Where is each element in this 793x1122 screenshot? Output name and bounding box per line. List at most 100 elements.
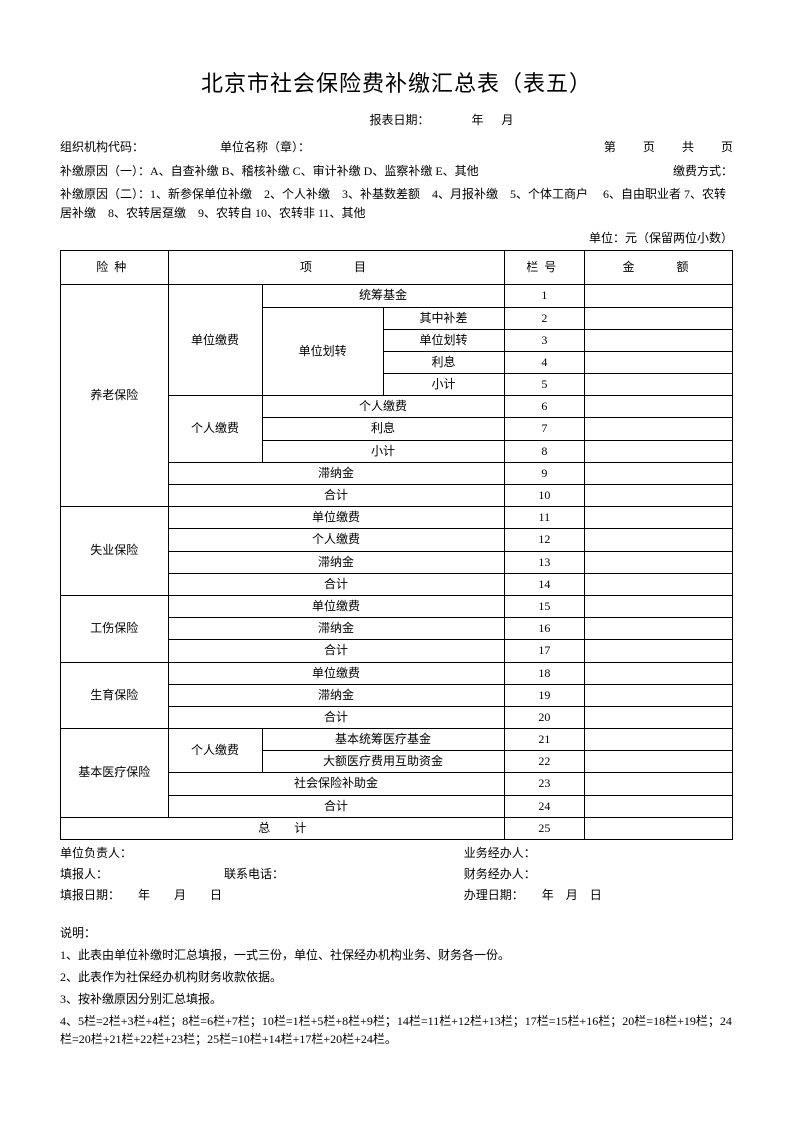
group-pension: 养老保险: [61, 285, 169, 507]
label-person-pay-item: 个人缴费: [262, 396, 504, 418]
table-row-grand-total: 总 计 25: [61, 817, 733, 839]
amount-cell[interactable]: [585, 595, 733, 617]
colno-cell: 25: [504, 817, 585, 839]
colno-cell: 4: [504, 351, 585, 373]
colno-cell: 13: [504, 551, 585, 573]
col-item: 项 目: [168, 251, 504, 285]
label-social-subsidy: 社会保险补助金: [168, 773, 504, 795]
pay-method-label: 缴费方式：: [613, 162, 733, 181]
note-3: 3、按补缴原因分别汇总填报。: [60, 990, 733, 1008]
reason1-text: 补缴原因（一）：A、自查补缴 B、稽核补缴 C、审计补缴 D、监察补缴 E、其他: [60, 162, 613, 181]
amount-cell[interactable]: [585, 507, 733, 529]
page-unit: 页: [643, 140, 655, 154]
label-total: 合计: [168, 485, 504, 507]
amount-cell[interactable]: [585, 285, 733, 307]
amount-cell[interactable]: [585, 529, 733, 551]
amount-cell[interactable]: [585, 573, 733, 595]
amount-cell[interactable]: [585, 374, 733, 396]
label-unit-transfer: 单位划转: [262, 307, 383, 396]
amount-cell[interactable]: [585, 640, 733, 662]
colno-cell: 9: [504, 462, 585, 484]
label-incl-diff: 其中补差: [383, 307, 504, 329]
label-total: 合计: [168, 573, 504, 595]
label-subtotal: 小计: [383, 374, 504, 396]
total-unit: 页: [721, 140, 733, 154]
total-prefix: 共: [682, 140, 694, 154]
page-title: 北京市社会保险费补缴汇总表（表五）: [60, 66, 733, 101]
note-2: 2、此表作为社保经办机构财务收款依据。: [60, 968, 733, 986]
group-unemployment: 失业保险: [61, 507, 169, 596]
colno-cell: 1: [504, 285, 585, 307]
label-late-fee: 滞纳金: [168, 618, 504, 640]
report-date-year: [432, 113, 468, 127]
amount-cell[interactable]: [585, 485, 733, 507]
label-person-pay: 个人缴费: [168, 529, 504, 551]
label-total: 合计: [168, 795, 504, 817]
label-total: 合计: [168, 706, 504, 728]
contact-label: 联系电话：: [224, 867, 284, 881]
amount-cell[interactable]: [585, 684, 733, 706]
label-subtotal: 小计: [262, 440, 504, 462]
amount-cell[interactable]: [585, 462, 733, 484]
amount-cell[interactable]: [585, 618, 733, 640]
group-medical: 基本医疗保险: [61, 729, 169, 818]
colno-cell: 10: [504, 485, 585, 507]
biz-handler-label: 业务经办人：: [464, 844, 733, 863]
amount-cell[interactable]: [585, 817, 733, 839]
colno-cell: 23: [504, 773, 585, 795]
colno-cell: 3: [504, 329, 585, 351]
colno-cell: 6: [504, 396, 585, 418]
label-person-pay: 个人缴费: [168, 729, 262, 773]
label-late-fee: 滞纳金: [168, 462, 504, 484]
amount-cell[interactable]: [585, 418, 733, 440]
group-injury: 工伤保险: [61, 595, 169, 662]
amount-cell[interactable]: [585, 351, 733, 373]
unit-head-label: 单位负责人：: [60, 844, 464, 863]
page-info: 第 页 共 页: [533, 138, 733, 157]
table-header-row: 险种 项 目 栏号 金 额: [61, 251, 733, 285]
report-date-label: 报表日期：: [369, 113, 429, 127]
label-unit-pay: 单位缴费: [168, 595, 504, 617]
colno-cell: 22: [504, 751, 585, 773]
amount-cell[interactable]: [585, 440, 733, 462]
label-total: 合计: [168, 640, 504, 662]
unit-note: 单位：元（保留两位小数）: [60, 229, 733, 248]
colno-cell: 17: [504, 640, 585, 662]
handle-date-label: 办理日期： 年 月 日: [464, 886, 733, 905]
report-date-year-unit: 年: [471, 113, 483, 127]
unit-name-label: 单位名称（章）：: [220, 138, 533, 157]
col-type: 险种: [61, 251, 169, 285]
note-1: 1、此表由单位补缴时汇总填报，一式三份，单位、社保经办机构业务、财务各一份。: [60, 946, 733, 964]
org-code-label: 组织机构代码：: [60, 138, 220, 157]
amount-cell[interactable]: [585, 751, 733, 773]
col-amount: 金 额: [585, 251, 733, 285]
colno-cell: 20: [504, 706, 585, 728]
colno-cell: 18: [504, 662, 585, 684]
amount-cell[interactable]: [585, 795, 733, 817]
reason2-text: 补缴原因（二）：1、新参保单位补缴 2、个人补缴 3、补基数差额 4、月报补缴 …: [60, 185, 733, 223]
amount-cell[interactable]: [585, 706, 733, 728]
amount-cell[interactable]: [585, 729, 733, 751]
amount-cell[interactable]: [585, 329, 733, 351]
label-unit-pay: 单位缴费: [168, 662, 504, 684]
colno-cell: 5: [504, 374, 585, 396]
label-interest: 利息: [383, 351, 504, 373]
colno-cell: 12: [504, 529, 585, 551]
label-late-fee: 滞纳金: [168, 551, 504, 573]
label-unit-pay: 单位缴费: [168, 285, 262, 396]
table-row: 养老保险 单位缴费 统筹基金 1: [61, 285, 733, 307]
fin-handler-label: 财务经办人：: [464, 865, 733, 884]
amount-cell[interactable]: [585, 396, 733, 418]
label-person-pay: 个人缴费: [168, 396, 262, 463]
amount-cell[interactable]: [585, 773, 733, 795]
filler-row: 填报人： 联系电话：: [60, 865, 464, 884]
amount-cell[interactable]: [585, 307, 733, 329]
colno-cell: 19: [504, 684, 585, 706]
amount-cell[interactable]: [585, 662, 733, 684]
header-line-2: 补缴原因（一）：A、自查补缴 B、稽核补缴 C、审计补缴 D、监察补缴 E、其他…: [60, 162, 733, 181]
amount-cell[interactable]: [585, 551, 733, 573]
label-late-fee: 滞纳金: [168, 684, 504, 706]
colno-cell: 14: [504, 573, 585, 595]
colno-cell: 7: [504, 418, 585, 440]
footer-block: 单位负责人： 业务经办人： 填报人： 联系电话： 财务经办人： 填报日期： 年 …: [60, 844, 733, 906]
